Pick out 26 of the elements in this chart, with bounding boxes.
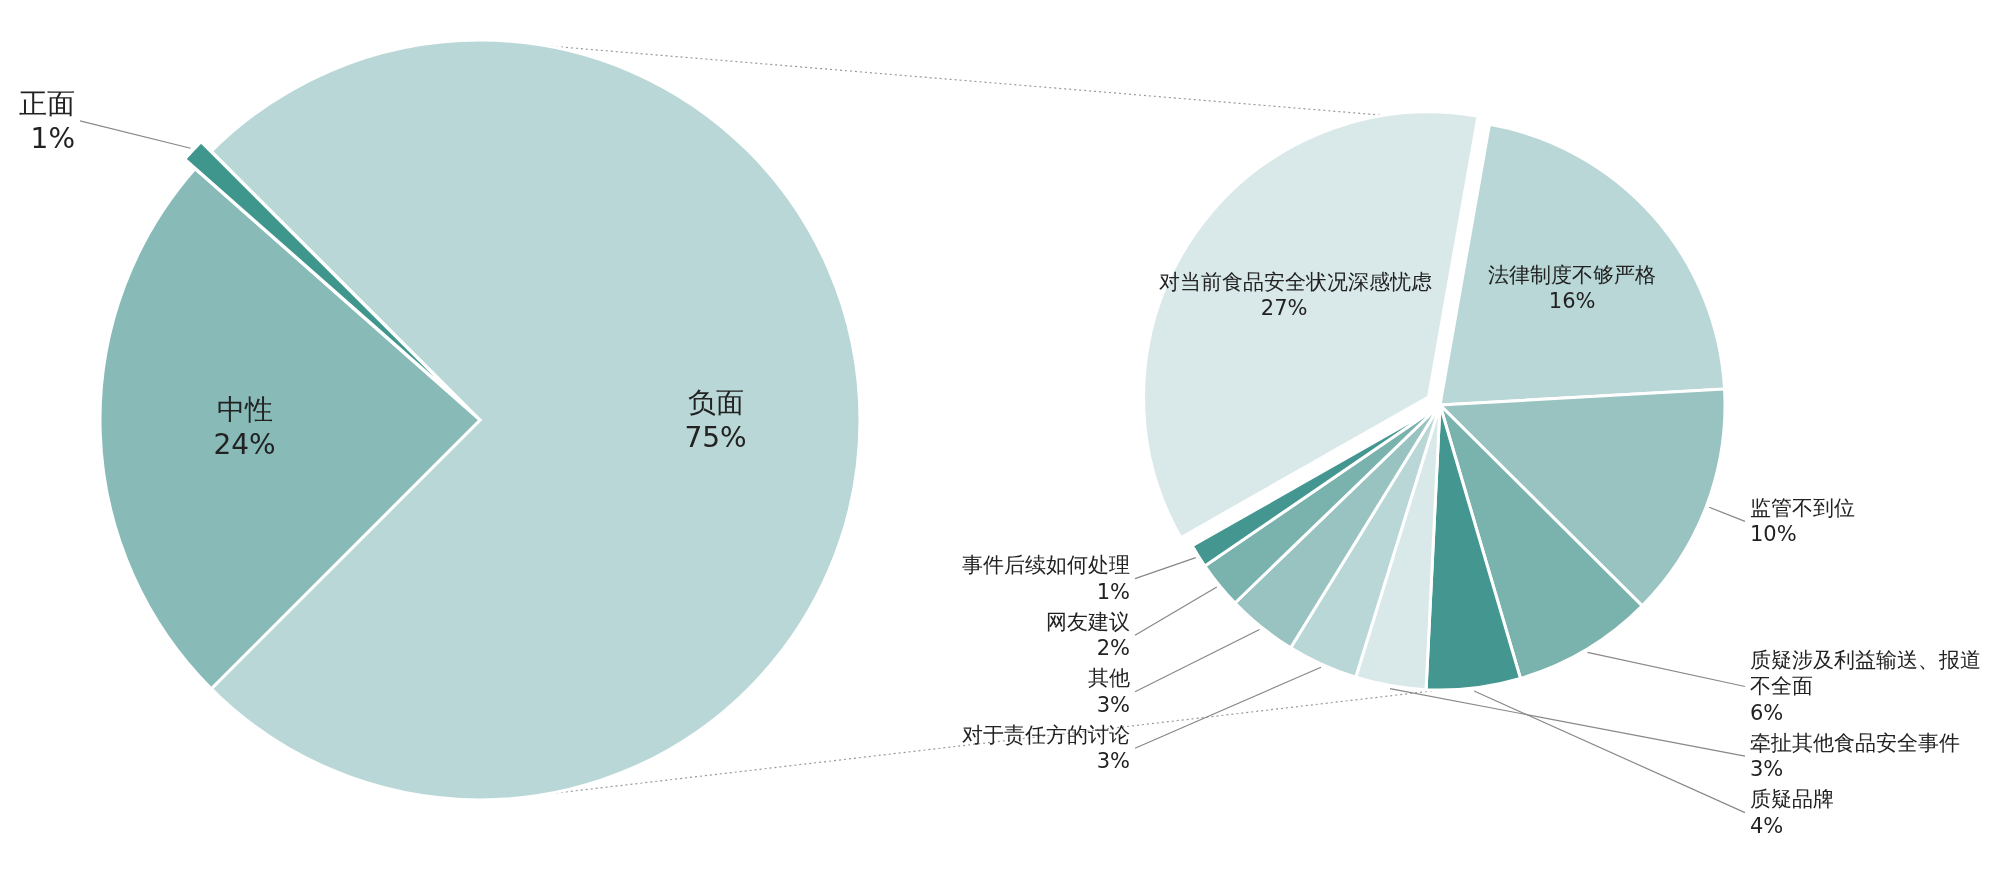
slice-label: 质疑涉及利益输送、报道不全面	[1750, 647, 1982, 700]
data-label: 4%	[1750, 812, 1785, 839]
slice-label: 正面	[19, 85, 75, 121]
data-label: 3%	[1095, 748, 1130, 775]
data-label: 10%	[1750, 521, 1798, 548]
data-label: 2%	[1095, 635, 1130, 662]
data-label: 27%	[1259, 295, 1309, 322]
slice-label: 其他	[1088, 665, 1130, 692]
data-label: 75%	[684, 420, 747, 455]
data-label: 3%	[1095, 691, 1130, 718]
slice-label: 质疑品牌	[1750, 786, 1834, 813]
slice-label: 网友建议	[1046, 608, 1130, 636]
data-label: 1%	[29, 120, 75, 156]
slice-label: 对于责任方的讨论	[962, 721, 1130, 749]
slice-label: 负面	[686, 385, 745, 420]
data-label: 6%	[1750, 699, 1785, 726]
slice-label: 事件后续如何处理	[962, 552, 1130, 579]
data-label: 16%	[1547, 287, 1597, 314]
slice-label: 法律制度不够严格	[1488, 261, 1657, 288]
data-label: 24%	[213, 427, 276, 463]
slice-label: 牵扯其他食品安全事件	[1750, 729, 1960, 757]
slice-label: 中性	[215, 392, 274, 428]
data-label: 1%	[1095, 578, 1130, 605]
slice-label: 对当前食品安全状况深感忧虑	[1159, 268, 1433, 296]
data-label: 3%	[1750, 756, 1785, 783]
slice-label: 监管不到位	[1750, 495, 1855, 522]
